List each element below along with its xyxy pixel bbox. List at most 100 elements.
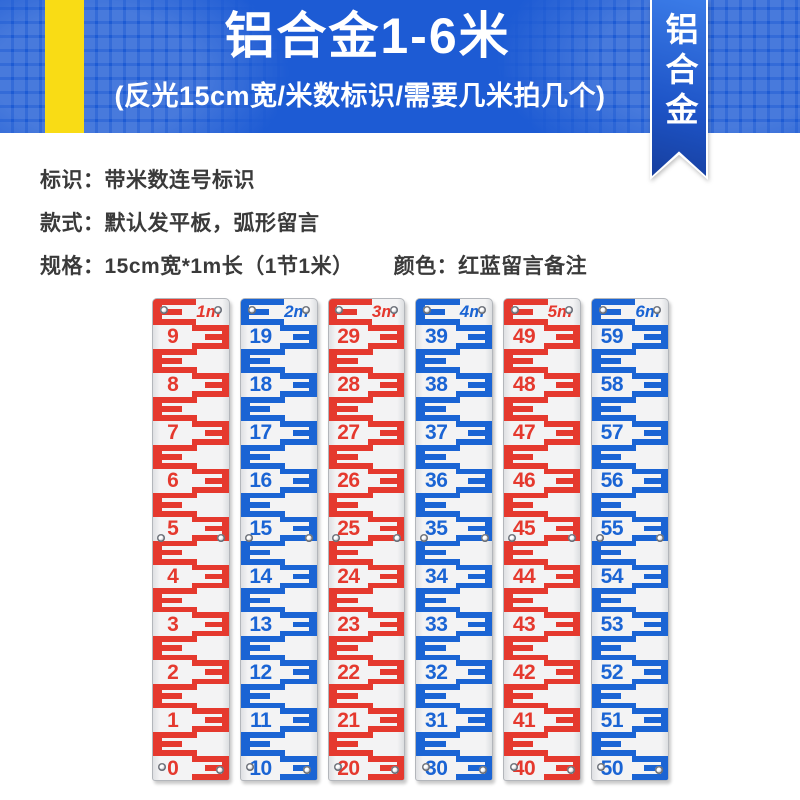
- gauge-number: 54: [600, 565, 624, 588]
- gauge-mark-row: [153, 732, 229, 757]
- gauge-number: 26: [337, 469, 360, 493]
- e-mark-icon: [368, 708, 405, 733]
- e-mark-icon: [368, 612, 405, 637]
- gauge-mark-row: [240, 636, 317, 661]
- gauge-number-row: 21: [329, 708, 405, 733]
- gauge-number: 8: [167, 373, 179, 397]
- gauge-number: 22: [337, 660, 360, 684]
- gauge-number-row: 58: [592, 372, 668, 397]
- mounting-hole: [420, 533, 429, 542]
- ribbon-label: 铝合金: [661, 12, 698, 132]
- gauge-mark-row: [592, 444, 668, 469]
- gauge-mark-row: [592, 540, 668, 565]
- product-specs: 标识：带米数连号标识 款式：默认发平板，弧形留言 规格：15cm宽*1m长（1节…: [40, 170, 587, 299]
- gauge-number: 36: [425, 469, 448, 493]
- e-mark-icon: [543, 660, 581, 685]
- gauge-number-row: 43: [504, 612, 581, 637]
- e-mark-icon: [543, 372, 581, 397]
- gauge-number-row: 9: [153, 325, 229, 349]
- e-mark-icon: [455, 612, 493, 637]
- gauge-mark-row: [240, 348, 317, 373]
- e-mark-icon: [153, 444, 197, 469]
- e-mark-icon: [416, 636, 461, 661]
- e-mark-icon: [416, 540, 461, 565]
- gauge-mark-row: [153, 396, 229, 421]
- e-mark-icon: [455, 660, 493, 685]
- mounting-hole: [480, 533, 489, 542]
- gauge-number-row: 16: [241, 468, 317, 493]
- e-mark-icon: [592, 732, 637, 757]
- gauge-number: 37: [425, 421, 448, 445]
- e-mark-icon: [631, 420, 668, 445]
- gauge-number-row: 17: [241, 420, 317, 445]
- e-mark-icon: [368, 372, 405, 397]
- gauge-mark-row: [416, 588, 492, 613]
- gauge-rulers-strip: 1m 9 8 7 6 5 4 3 2 1 0 2m 19 18 17 16 15 14 13 12 11 10 3m 29 28…: [152, 298, 669, 781]
- gauge-number: 45: [512, 517, 536, 541]
- gauge-number: 38: [425, 373, 448, 397]
- e-mark-icon: [504, 684, 549, 709]
- gauge-mark-row: [416, 540, 492, 565]
- e-mark-icon: [455, 468, 493, 493]
- e-mark-icon: [328, 444, 373, 469]
- gauge-mark-row: [153, 540, 229, 565]
- gauge-mark-row: [153, 636, 229, 661]
- gauge-mark-row: [328, 492, 405, 517]
- e-mark-icon: [368, 325, 405, 349]
- e-mark-icon: [328, 684, 373, 709]
- gauge-number-row: 13: [241, 612, 317, 637]
- mounting-hole: [477, 306, 486, 314]
- gauge-mark-row: [504, 492, 580, 517]
- e-mark-icon: [368, 564, 405, 589]
- gauge-number: 25: [337, 517, 360, 541]
- spec-text: 规格：15cm宽*1m长（1节1米）: [40, 255, 354, 278]
- gauge-number: 35: [425, 517, 448, 541]
- gauge-number: 2: [167, 660, 179, 684]
- spec-text: 颜色：红蓝留言备注: [393, 255, 588, 278]
- gauge-mark-row: [504, 348, 580, 373]
- gauge-number: 24: [337, 565, 360, 588]
- gauge-number-row: 26: [329, 468, 405, 493]
- e-mark-icon: [280, 660, 317, 685]
- e-mark-icon: [328, 299, 372, 325]
- gauge-mark-row: [240, 588, 317, 613]
- gauge-number: 31: [425, 708, 448, 732]
- mounting-hole: [303, 766, 312, 774]
- gauge-mark-row: [416, 636, 492, 661]
- e-mark-icon: [280, 468, 317, 493]
- spec-line-style: 款式：默认发平板，弧形留言: [40, 213, 587, 235]
- gauge-number: 46: [512, 469, 536, 493]
- gauge-number: 28: [337, 373, 360, 397]
- e-mark-icon: [504, 444, 549, 469]
- gauge-mark-row: [416, 684, 492, 709]
- e-mark-icon: [328, 588, 373, 613]
- mounting-hole: [217, 533, 226, 542]
- ruler-panel-3m: 3m 29 28 27 26 25 24 23 22 21 20: [327, 298, 406, 781]
- e-mark-icon: [455, 372, 493, 397]
- gauge-mark-row: [153, 588, 229, 613]
- e-mark-icon: [192, 325, 229, 349]
- gauge-number: 6: [167, 469, 179, 493]
- gauge-number-row: 24: [329, 564, 405, 589]
- gauge-number-row: 28: [329, 372, 405, 397]
- gauge-number-row: 34: [416, 564, 493, 589]
- gauge-number-row: 44: [504, 564, 581, 589]
- ruler-panel-5m: 5m 49 48 47 46 45 44 43 42 41 40: [503, 298, 582, 781]
- e-mark-icon: [368, 660, 405, 685]
- e-mark-icon: [240, 492, 285, 517]
- gauge-mark-row: [416, 732, 492, 757]
- e-mark-icon: [543, 325, 581, 349]
- gauge-number: 32: [425, 660, 448, 684]
- mounting-hole: [566, 766, 575, 774]
- gauge-number: 4: [167, 565, 179, 588]
- page-title: 铝合金1-6米: [224, 8, 511, 64]
- gauge-mark-row: [328, 588, 405, 613]
- gauge-number: 39: [425, 325, 448, 349]
- gauge-number-row: 2: [153, 660, 229, 685]
- gauge-mark-row: [504, 588, 580, 613]
- e-mark-icon: [240, 732, 285, 757]
- e-mark-icon: [631, 325, 668, 349]
- gauge-number-row: 33: [416, 612, 493, 637]
- gauge-number: 52: [600, 660, 624, 684]
- gauge-number-row: 46: [504, 468, 581, 493]
